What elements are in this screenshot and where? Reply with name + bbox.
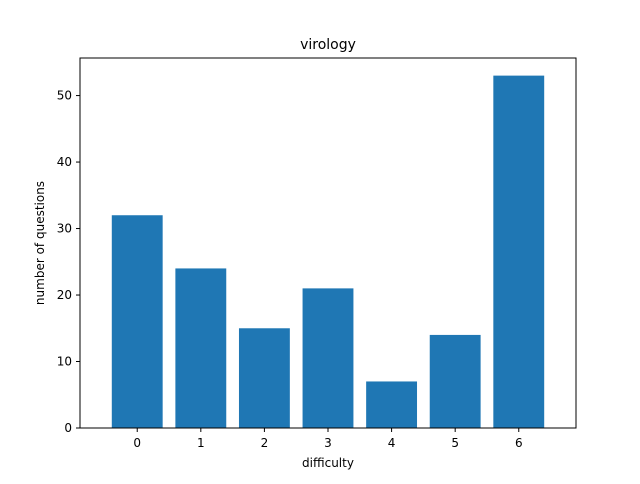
chart-title: virology	[300, 37, 356, 53]
bars-layer	[111, 75, 545, 429]
y-tick-label: 50	[57, 89, 72, 103]
y-tick-label: 20	[57, 288, 72, 302]
y-axis-label: number of questions	[33, 181, 47, 305]
bar-3	[302, 288, 354, 428]
bar-4	[366, 381, 418, 428]
bar-6	[493, 75, 545, 429]
plot-frame	[79, 57, 577, 429]
y-tick-label: 40	[57, 155, 72, 169]
bar-0	[111, 215, 163, 428]
x-axis-ticks: 0 1 2 3 4 5 6	[133, 428, 523, 450]
x-tick-label: 1	[197, 436, 205, 450]
x-tick-label: 2	[261, 436, 269, 450]
x-tick-label: 5	[451, 436, 459, 450]
y-tick-label: 0	[64, 421, 72, 435]
bar-5	[429, 334, 481, 428]
bar-2	[238, 328, 290, 428]
x-tick-label: 0	[133, 436, 141, 450]
x-tick-label: 3	[324, 436, 332, 450]
y-axis-ticks: 0 10 20 30 40 50	[57, 89, 80, 435]
x-axis-label: difficulty	[302, 456, 354, 470]
x-tick-label: 6	[515, 436, 523, 450]
y-tick-label: 10	[57, 355, 72, 369]
y-tick-label: 30	[57, 222, 72, 236]
bar-1	[175, 268, 227, 428]
x-tick-label: 4	[388, 436, 396, 450]
